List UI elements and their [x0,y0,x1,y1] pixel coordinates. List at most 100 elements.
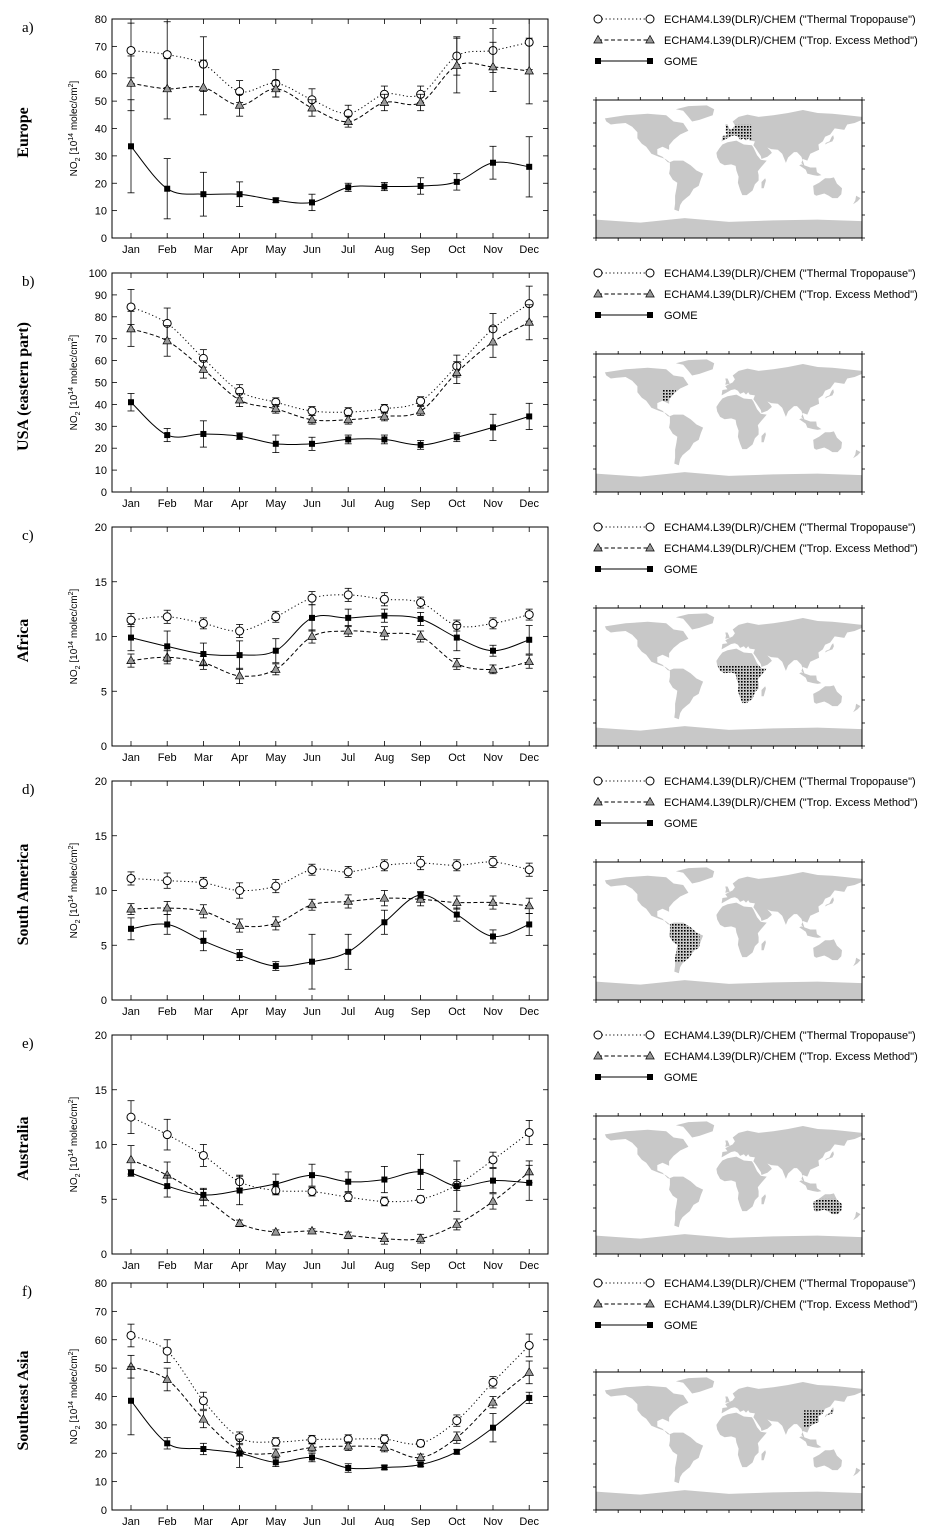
x-tick-label: Sep [411,1516,431,1526]
data-point [234,394,245,404]
data-point [272,440,279,447]
landmass-australia [813,177,842,199]
y-tick-label: 20 [95,178,107,190]
landmass-madagascar [761,178,766,189]
region-label: USA (eastern part) [15,322,32,451]
data-point [379,1233,390,1243]
data-point [524,1367,534,1376]
world-map [593,351,865,495]
legend-label: ECHAM4.L39(DLR)/CHEM ("Trop. Excess Meth… [664,1299,918,1311]
landmass-indonesia [799,164,822,176]
data-point [526,636,533,643]
landmass-newzealand [853,957,861,967]
data-point [379,1434,389,1444]
data-point [198,1396,208,1406]
legend-label: GOME [664,1072,698,1084]
legend-label: ECHAM4.L39(DLR)/CHEM ("Trop. Excess Meth… [664,35,918,47]
x-tick-label: Nov [483,498,503,510]
data-point [417,182,424,189]
y-tick-label: 70 [95,1306,107,1318]
data-point [415,631,426,640]
data-point [343,625,353,635]
legend-label: ECHAM4.L39(DLR)/CHEM ("Thermal Tropopaus… [664,776,916,788]
landmass-uk [725,886,730,893]
x-tick-label: Feb [158,752,177,764]
data-point [343,590,353,600]
x-tick-label: Aug [375,498,395,510]
data-point [164,921,171,928]
series-line [130,145,530,204]
data-point [379,627,390,637]
series-line [130,594,530,632]
data-point [416,396,426,406]
legend-label: GOME [664,310,698,322]
x-tick-label: Oct [448,752,465,764]
series-line [130,1171,530,1196]
data-point [379,411,390,420]
landmass-africa [716,1412,767,1468]
series-square [127,1153,533,1212]
landmass-namerica [604,1129,689,1179]
series-line [130,897,530,928]
series-circle [126,856,534,899]
landmass-australia [813,685,842,707]
data-point [488,1155,498,1165]
landmass-madagascar [761,940,766,951]
data-point [416,1194,426,1204]
data-point [345,1465,352,1472]
legend-label: ECHAM4.L39(DLR)/CHEM ("Trop. Excess Meth… [664,543,918,555]
data-point [164,1440,171,1447]
data-point [126,78,136,87]
data-point [162,612,172,622]
data-point [416,1438,426,1448]
legend-label: GOME [664,56,698,68]
data-point [490,1177,496,1184]
landmass-uk [725,378,730,385]
data-point [488,664,498,673]
x-tick-label: Jun [303,1260,321,1272]
data-point [164,1183,171,1190]
x-tick-label: Apr [231,1516,248,1526]
data-point [524,317,534,326]
series-circle [126,285,534,417]
data-point [526,413,533,420]
x-tick-label: May [265,1260,286,1272]
landmass-indonesia [799,1436,822,1448]
x-tick-label: Oct [448,498,465,510]
legend: ECHAM4.L39(DLR)/CHEM ("Thermal Tropopaus… [593,1030,918,1084]
world-map [593,859,865,1003]
legend-label: GOME [664,1320,698,1332]
x-tick-label: Jan [122,752,140,764]
landmass-namerica [604,113,689,163]
region-label: Australia [15,1117,32,1181]
data-point [271,881,281,891]
x-tick-label: Sep [411,498,431,510]
data-point [417,1461,424,1468]
data-point [416,598,426,608]
landmass-uk [725,632,730,639]
data-point [128,925,134,932]
x-tick-label: Apr [231,1006,248,1018]
landmass-australia [813,939,842,961]
data-point [452,1416,462,1426]
legend: ECHAM4.L39(DLR)/CHEM ("Thermal Tropopaus… [593,268,918,322]
legend: ECHAM4.L39(DLR)/CHEM ("Thermal Tropopaus… [593,776,918,830]
y-axis-label: NO2 [1014 molec/cm2] [68,588,82,684]
x-tick-label: Sep [411,1260,431,1272]
series-circle [126,18,534,123]
x-tick-label: Sep [411,752,431,764]
x-tick-label: May [265,1516,286,1526]
plot-frame [111,1034,549,1255]
x-tick-label: Jul [341,498,355,510]
x-tick-label: Oct [448,244,465,256]
data-point [126,45,136,55]
legend-marker [647,312,653,318]
landmass-antarctica [596,980,862,1000]
data-point [128,143,134,150]
data-point [452,658,462,668]
data-point [307,102,317,112]
landmass-newzealand [853,449,861,459]
y-tick-label: 0 [101,233,107,245]
x-tick-label: Mar [194,1260,213,1272]
legend-marker [593,796,603,806]
